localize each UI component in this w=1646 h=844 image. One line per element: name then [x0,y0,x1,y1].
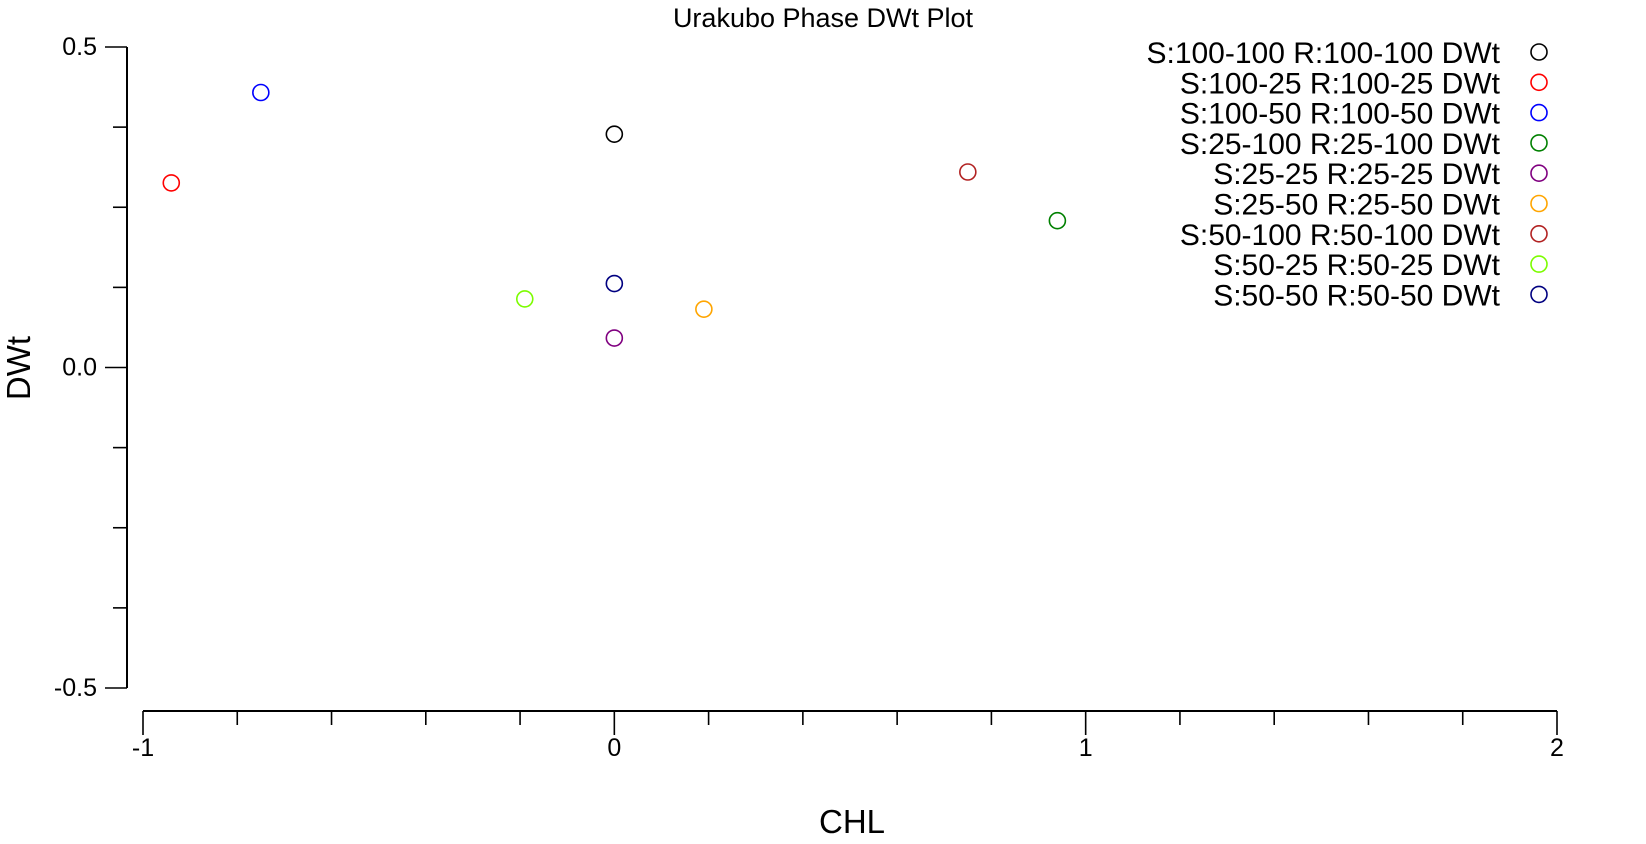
y-tick-label: 0.5 [62,33,97,61]
legend-marker [1530,43,1548,61]
data-point [695,300,713,318]
legend-label: S:25-25 R:25-25 DWt [1213,158,1500,191]
x-axis: -1 0 1 2 [132,710,1564,762]
data-point [1048,211,1067,230]
y-axis: 0.5 0.0 -0.5 [54,33,128,702]
y-tick-label: 0.0 [62,354,97,382]
legend-marker [1530,73,1548,92]
x-tick-label: 0 [607,734,621,762]
legend-label: S:100-100 R:100-100 DWt [1146,37,1500,70]
y-tick-label: -0.5 [54,674,97,702]
legend-label: S:50-25 R:50-25 DWt [1213,249,1500,282]
x-tick-label: 1 [1079,734,1093,762]
data-points [162,83,1067,347]
legend-label: S:100-25 R:100-25 DWt [1180,67,1501,100]
chart-title: Urakubo Phase DWt Plot [673,3,974,33]
data-point [959,163,977,181]
data-point [515,290,534,308]
legend-label: S:100-50 R:100-50 DWt [1180,98,1501,131]
legend-marker [1530,194,1548,213]
x-axis-title: CHL [819,803,885,840]
data-point [605,329,624,347]
x-tick-label: -1 [132,734,154,762]
data-point [605,274,624,293]
legend-marker [1530,225,1548,243]
legend-label: S:50-100 R:50-100 DWt [1180,219,1501,252]
legend-label: S:25-50 R:25-50 DWt [1213,189,1500,222]
data-point [252,83,270,102]
legend-label: S:25-100 R:25-100 DWt [1180,128,1501,161]
legend-marker [1530,255,1548,273]
legend-label: S:50-50 R:50-50 DWt [1213,279,1500,312]
legend-marker [1530,103,1548,122]
legend-marker [1530,134,1548,152]
data-point [605,125,624,143]
legend-marker [1530,164,1548,182]
legend-marker [1530,285,1548,304]
y-axis-title: DWt [0,336,37,400]
x-tick-label: 2 [1550,734,1564,762]
data-point [162,174,181,192]
